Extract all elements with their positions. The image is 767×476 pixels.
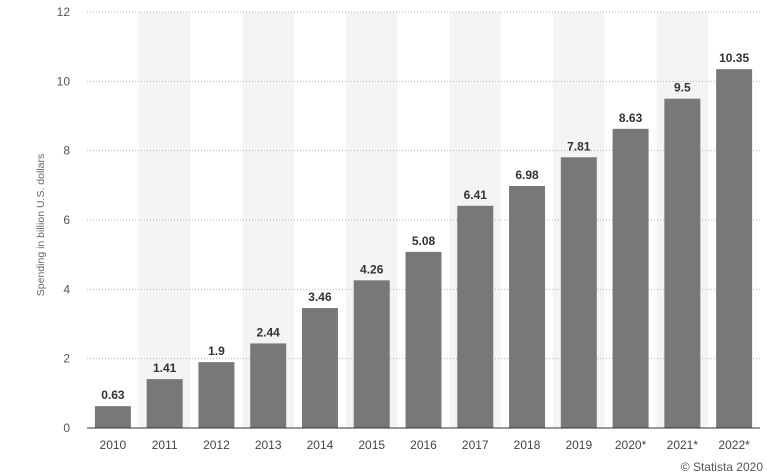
bar: [457, 205, 494, 428]
bar: [353, 280, 390, 428]
x-tick-label: 2019: [565, 438, 592, 452]
x-tick-label: 2021*: [667, 438, 699, 452]
bar-value-label: 1.9: [208, 344, 225, 358]
bar: [560, 157, 597, 428]
y-tick-label: 4: [63, 282, 70, 296]
bar-value-label: 6.41: [464, 188, 488, 202]
source-credit: © Statista 2020: [680, 460, 763, 474]
x-tick-label: 2012: [203, 438, 230, 452]
x-tick-label: 2022*: [718, 438, 750, 452]
bar: [146, 379, 183, 428]
y-axis-ticks: 0 2 4 6 8 10 12: [57, 5, 71, 435]
bar-value-label: 9.5: [674, 81, 691, 95]
bar-value-label: 7.81: [567, 139, 591, 153]
bar-value-label: 6.98: [515, 168, 539, 182]
y-tick-label: 10: [57, 74, 71, 88]
bar: [716, 69, 753, 428]
bar-value-label: 4.26: [360, 262, 384, 276]
y-axis-label: Spending in billion U.S. dollars: [35, 154, 47, 296]
x-tick-label: 2010: [100, 438, 127, 452]
bar-value-label: 8.63: [619, 111, 643, 125]
x-tick-label: 2014: [307, 438, 334, 452]
bars: [94, 69, 753, 429]
x-tick-label: 2018: [514, 438, 541, 452]
x-tick-label: 2015: [358, 438, 385, 452]
bar-value-label: 3.46: [308, 290, 332, 304]
bar-value-label: 10.35: [719, 51, 749, 65]
bar-value-label: 2.44: [257, 325, 281, 339]
x-tick-label: 2011: [152, 438, 178, 452]
bar-value-label: 1.41: [153, 361, 177, 375]
value-labels: 0.63 1.41 1.9 2.44 3.46 4.26 5.08 6.41 6.98 7.81 8…: [101, 51, 749, 402]
bar-value-label: 0.63: [101, 388, 125, 402]
y-tick-label: 12: [57, 5, 71, 19]
bar: [250, 343, 287, 428]
bar: [509, 186, 546, 428]
bar: [198, 362, 235, 428]
y-tick-label: 6: [63, 213, 70, 227]
y-tick-label: 8: [63, 144, 70, 158]
bar: [664, 98, 701, 429]
bar: [405, 251, 442, 428]
y-tick-label: 2: [63, 352, 70, 366]
bar: [301, 308, 338, 428]
x-tick-label: 2013: [255, 438, 282, 452]
bar-value-label: 5.08: [412, 234, 436, 248]
bar: [94, 406, 131, 428]
x-tick-label: 2020*: [615, 438, 647, 452]
x-tick-label: 2017: [462, 438, 489, 452]
y-tick-label: 0: [63, 421, 70, 435]
x-tick-label: 2016: [410, 438, 437, 452]
x-axis-ticks: 2010 2011 2012 2013 2014 2015 2016 2017 2018 2019…: [100, 438, 751, 452]
bar: [612, 128, 649, 428]
